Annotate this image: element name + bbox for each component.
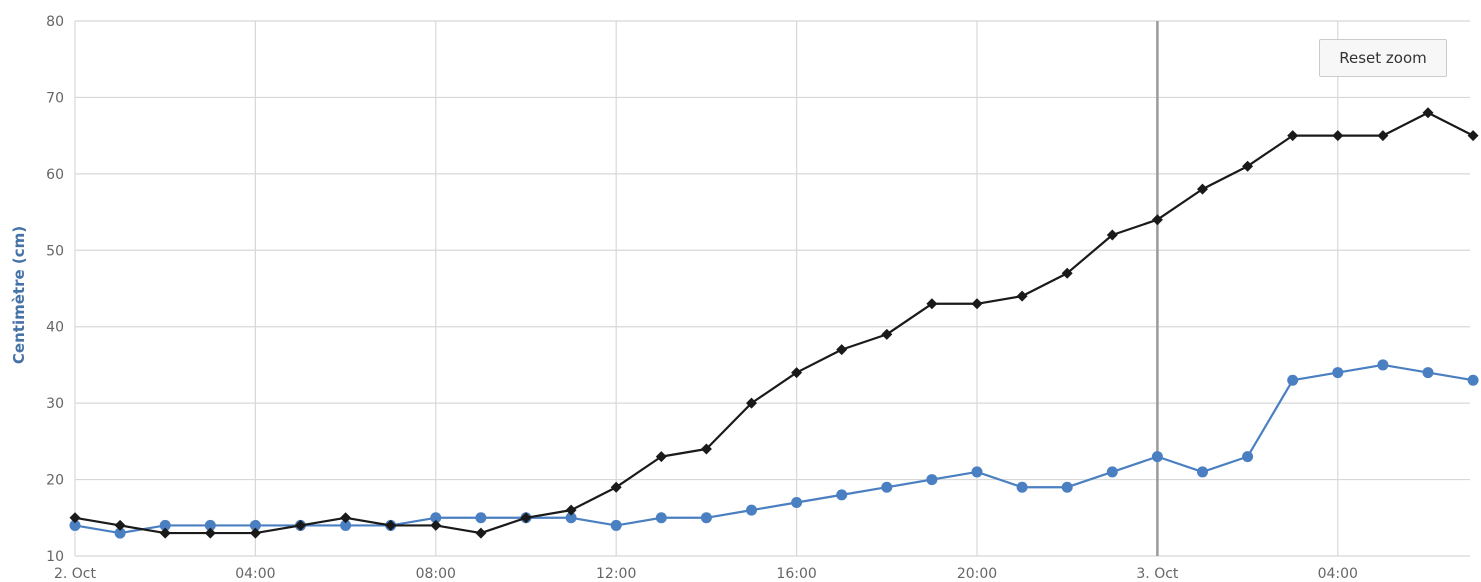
- data-point[interactable]: [1467, 374, 1479, 386]
- data-point[interactable]: [971, 466, 983, 478]
- data-point[interactable]: [700, 443, 712, 455]
- y-tick-label: 70: [46, 90, 64, 106]
- series-line: [74, 111, 1474, 535]
- y-tick-label: 10: [46, 549, 64, 565]
- data-point[interactable]: [385, 519, 397, 531]
- data-point[interactable]: [1197, 183, 1208, 195]
- data-point[interactable]: [520, 512, 532, 524]
- data-point[interactable]: [836, 344, 848, 356]
- x-tick-label: 3. Oct: [1136, 566, 1179, 582]
- data-point[interactable]: [655, 451, 667, 463]
- x-tick-label: 20:00: [957, 566, 997, 582]
- data-point[interactable]: [114, 527, 126, 539]
- x-tick-label: 2. Oct: [54, 566, 97, 582]
- data-point[interactable]: [204, 519, 216, 531]
- data-point[interactable]: [791, 497, 803, 508]
- data-point[interactable]: [249, 527, 261, 539]
- data-point[interactable]: [249, 519, 261, 531]
- data-point[interactable]: [1467, 130, 1479, 142]
- data-point[interactable]: [1061, 267, 1073, 279]
- data-point[interactable]: [1061, 481, 1073, 493]
- x-tick-label: 04:00: [235, 566, 275, 582]
- data-point[interactable]: [475, 527, 487, 539]
- y-tick-label: 50: [46, 243, 64, 259]
- data-point[interactable]: [565, 504, 577, 516]
- data-point[interactable]: [1422, 367, 1434, 379]
- data-point[interactable]: [1151, 214, 1163, 226]
- x-tick-label: 16:00: [776, 566, 816, 582]
- data-point[interactable]: [926, 298, 938, 310]
- grid: [74, 20, 1470, 557]
- reset-zoom-button[interactable]: Reset zoom: [1319, 39, 1447, 77]
- data-point[interactable]: [1287, 130, 1299, 142]
- data-point[interactable]: [1106, 229, 1118, 241]
- data-point[interactable]: [655, 512, 667, 524]
- data-point[interactable]: [340, 519, 352, 531]
- data-point[interactable]: [1377, 359, 1389, 371]
- series-0: [69, 107, 1479, 539]
- y-tick-label: 30: [46, 396, 64, 412]
- data-point[interactable]: [971, 298, 983, 310]
- y-axis-title: Centimètre (cm): [10, 226, 28, 364]
- data-point[interactable]: [114, 519, 126, 531]
- data-point[interactable]: [791, 367, 803, 379]
- y-tick-label: 60: [46, 167, 64, 183]
- data-point[interactable]: [610, 519, 622, 531]
- data-point[interactable]: [1242, 160, 1254, 172]
- data-point[interactable]: [565, 512, 577, 524]
- series-1: [69, 359, 1479, 539]
- series-group: [69, 107, 1479, 539]
- y-tick-label: 40: [46, 320, 64, 336]
- data-point[interactable]: [836, 489, 848, 501]
- data-point[interactable]: [926, 474, 938, 486]
- data-point[interactable]: [700, 512, 712, 524]
- data-point[interactable]: [746, 397, 757, 409]
- data-point[interactable]: [159, 519, 171, 531]
- y-axis-ticks: 10 20 30 40 50 60 70 80: [46, 14, 64, 565]
- data-point[interactable]: [881, 328, 893, 340]
- data-point[interactable]: [204, 527, 216, 539]
- data-point[interactable]: [69, 519, 81, 531]
- data-point[interactable]: [1151, 451, 1163, 463]
- data-point[interactable]: [1332, 367, 1344, 379]
- data-point[interactable]: [430, 519, 442, 531]
- data-point[interactable]: [1422, 107, 1434, 119]
- data-point[interactable]: [430, 512, 442, 524]
- data-point[interactable]: [1242, 451, 1254, 463]
- x-tick-label: 08:00: [416, 566, 456, 582]
- data-point[interactable]: [746, 504, 757, 516]
- series-line: [74, 363, 1474, 535]
- y-tick-label: 20: [46, 473, 64, 489]
- data-point[interactable]: [1197, 466, 1208, 478]
- data-point[interactable]: [1016, 290, 1028, 302]
- data-point[interactable]: [475, 512, 487, 524]
- x-axis-ticks: 2. Oct 04:00 08:00 12:00 16:00 20:00 3. Oct 04:…: [54, 566, 1358, 582]
- data-point[interactable]: [1332, 130, 1344, 142]
- data-point[interactable]: [610, 481, 622, 493]
- data-point[interactable]: [295, 519, 306, 531]
- data-point[interactable]: [1287, 374, 1299, 386]
- data-point[interactable]: [1377, 130, 1389, 142]
- y-tick-label: 80: [46, 14, 64, 30]
- data-point[interactable]: [159, 527, 171, 539]
- x-tick-label: 04:00: [1318, 566, 1358, 582]
- x-tick-label: 12:00: [596, 566, 636, 582]
- data-point[interactable]: [69, 512, 81, 524]
- data-point[interactable]: [1106, 466, 1118, 478]
- data-point[interactable]: [881, 481, 893, 493]
- data-point[interactable]: [1016, 481, 1028, 493]
- data-point[interactable]: [340, 512, 352, 524]
